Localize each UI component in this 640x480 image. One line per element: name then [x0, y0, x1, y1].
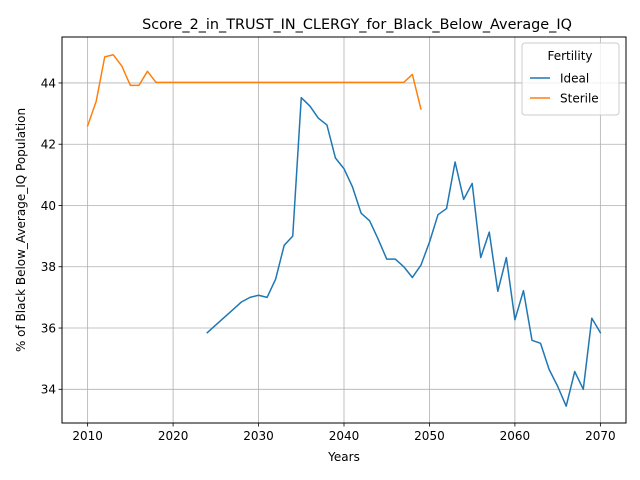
x-tick-label: 2060	[500, 429, 531, 443]
x-tick-label: 2030	[243, 429, 274, 443]
y-tick-label: 36	[41, 321, 56, 335]
legend-title: Fertility	[547, 49, 592, 63]
series-line-ideal	[206, 96, 602, 407]
y-tick-label: 42	[41, 138, 56, 152]
series-lines	[86, 54, 602, 407]
y-tick-label: 34	[41, 383, 56, 397]
y-tick-label: 38	[41, 260, 56, 274]
y-tick-label: 40	[41, 199, 56, 213]
legend-label-sterile: Sterile	[560, 92, 599, 106]
x-tick-label: 2020	[158, 429, 189, 443]
legend: Fertility Ideal Sterile	[521, 42, 620, 116]
x-tick-label: 2010	[72, 429, 103, 443]
x-tick-label: 2070	[585, 429, 616, 443]
series-line-sterile	[86, 54, 422, 127]
x-tick-label: 2050	[414, 429, 445, 443]
legend-box	[521, 42, 620, 116]
axis-ticks: 2010 2020 2030 2040 2050 2060 2070 34 36 38 40 42 44	[41, 76, 616, 443]
y-axis-label: % of Black Below_Average_IQ Population	[14, 108, 28, 352]
grid	[62, 37, 626, 423]
y-tick-label: 44	[41, 76, 56, 90]
x-tick-label: 2040	[329, 429, 360, 443]
x-axis-label: Years	[327, 450, 360, 464]
chart-title: Score_2_in_TRUST_IN_CLERGY_for_Black_Bel…	[142, 17, 572, 33]
legend-label-ideal: Ideal	[560, 72, 589, 86]
